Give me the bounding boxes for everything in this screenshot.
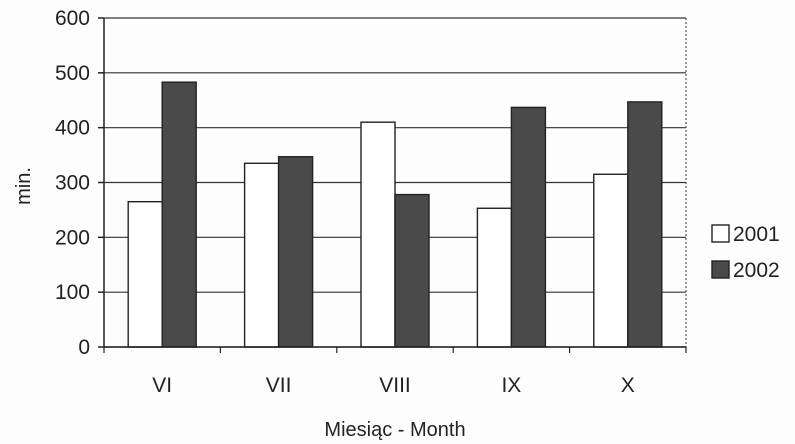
y-tick-label-500: 500 [55, 62, 90, 85]
y-axis-label: min. [13, 167, 35, 205]
y-tick-label-0: 0 [78, 336, 90, 359]
legend: 2001 2002 [711, 223, 780, 282]
legend-swatch-2002 [711, 260, 730, 279]
x-tick-label-VIII: VIII [379, 374, 411, 397]
bar-2002-X [627, 101, 663, 348]
bar-2002-VI [161, 81, 197, 348]
x-tick-label-VI: VI [152, 374, 172, 397]
bar-2001-X [593, 173, 629, 348]
legend-label-2001: 2001 [733, 223, 780, 246]
bars [127, 81, 663, 348]
bar-2002-VII [277, 156, 314, 348]
bar-2001-VIII [360, 121, 396, 348]
bar-2002-IX [510, 106, 547, 348]
x-tick-label-IX: IX [501, 374, 521, 397]
y-tick-label-600: 600 [55, 7, 90, 30]
y-tick-label-300: 300 [55, 172, 90, 195]
y-tick-labels: 0 100 200 300 400 500 600 [55, 7, 90, 359]
bar-2001-VI [127, 200, 163, 348]
y-tick-label-400: 400 [55, 117, 90, 140]
x-tick-labels: VI VII VIII IX X [152, 374, 635, 397]
y-tick-label-200: 200 [55, 226, 90, 249]
y-tick-label-100: 100 [55, 281, 90, 304]
legend-label-2002: 2002 [733, 259, 780, 282]
legend-swatch-2001 [711, 224, 730, 243]
x-axis-label: Miesiąc - Month [324, 419, 465, 441]
bar-2002-VIII [394, 193, 430, 348]
x-tick-label-VII: VII [266, 374, 292, 397]
bar-2001-IX [476, 207, 513, 348]
bar-2001-VII [243, 162, 280, 348]
axes [98, 17, 687, 353]
x-tick-label-X: X [621, 374, 635, 397]
